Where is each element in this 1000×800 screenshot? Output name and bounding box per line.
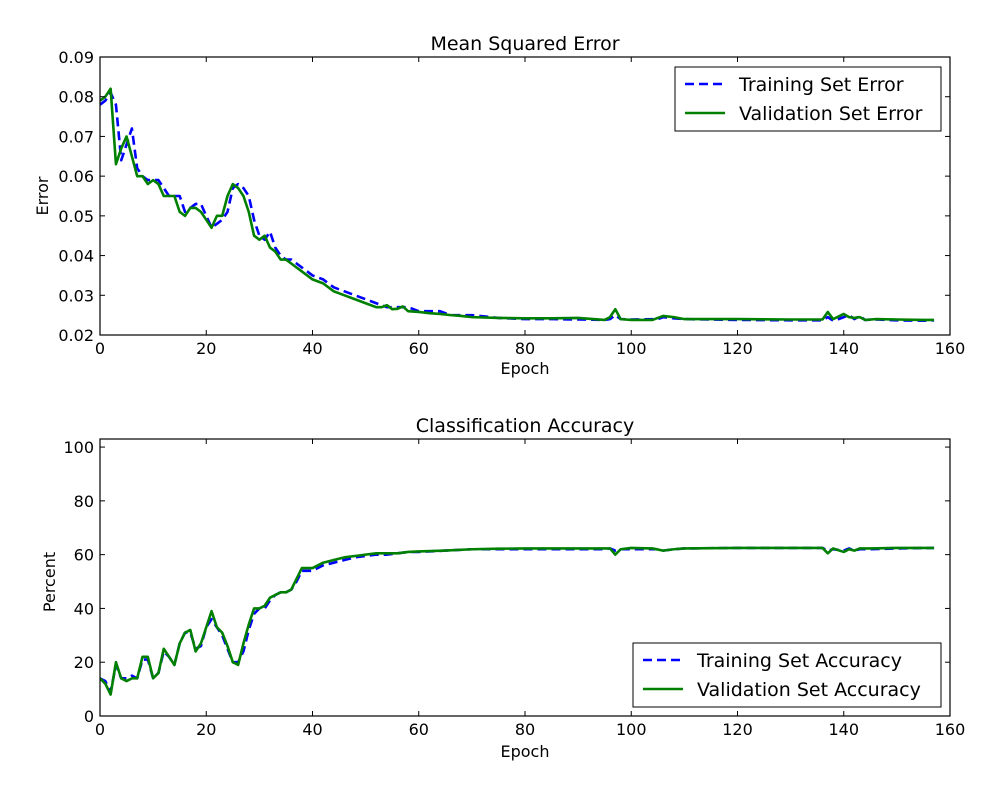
x-tick-label: 140 <box>828 339 859 358</box>
x-axis-label: Epoch <box>501 742 550 761</box>
accuracy-chart: Classification Accuracy Epoch Percent 0 2… <box>40 415 965 761</box>
x-tick-label: 0 <box>95 720 105 739</box>
y-tick-label: 20 <box>74 653 94 672</box>
plot-area: 0 20 40 60 80 100 120 140 160 0.02 0.03 0.04 0.05 0.0… <box>58 48 965 358</box>
chart-title: Classification Accuracy <box>416 415 635 437</box>
y-tick-label: 60 <box>74 546 94 565</box>
x-tick-label: 40 <box>302 720 322 739</box>
y-tick-label: 0.05 <box>58 207 94 226</box>
legend-label: Training Set Error <box>738 74 904 96</box>
y-tick-label: 100 <box>63 438 94 457</box>
validation-series-line <box>100 546 935 696</box>
y-tick-label: 0.03 <box>58 286 94 305</box>
legend-box <box>674 66 942 132</box>
y-tick-label: 0.04 <box>58 247 94 266</box>
x-tick-label: 120 <box>722 339 753 358</box>
x-tick-label: 60 <box>409 339 429 358</box>
x-tick-label: 20 <box>196 339 216 358</box>
legend: Training Set Error Validation Set Error <box>674 66 942 132</box>
y-tick-label: 0 <box>84 707 94 726</box>
x-tick-label: 20 <box>196 720 216 739</box>
x-tick-label: 160 <box>935 339 966 358</box>
x-tick-label: 0 <box>95 339 105 358</box>
validation-series-line <box>100 87 935 322</box>
y-tick-label: 0.07 <box>58 127 94 146</box>
x-tick-label: 80 <box>515 339 535 358</box>
legend-label: Training Set Accuracy <box>696 650 902 672</box>
plot-area: 0 20 40 60 80 100 120 140 160 0 20 40 60 80 100 Trainin… <box>63 438 965 739</box>
y-axis-label: Error <box>33 176 52 215</box>
training-series-line <box>100 91 935 322</box>
y-tick-label: 0.06 <box>58 167 94 186</box>
x-tick-label: 60 <box>409 720 429 739</box>
legend-label: Validation Set Error <box>739 103 923 125</box>
y-tick-label: 0.09 <box>58 48 94 67</box>
mse-chart: Mean Squared Error Epoch Error 0 20 40 60 80… <box>33 33 965 378</box>
x-tick-label: 140 <box>828 720 859 739</box>
x-tick-label: 120 <box>722 720 753 739</box>
chart-title: Mean Squared Error <box>430 33 619 55</box>
y-tick-label: 0.02 <box>58 326 94 345</box>
x-tick-label: 80 <box>515 720 535 739</box>
x-axis-label: Epoch <box>501 359 550 378</box>
legend-label: Validation Set Accuracy <box>697 679 921 701</box>
y-axis-label: Percent <box>40 552 59 612</box>
x-tick-label: 160 <box>935 720 966 739</box>
legend-box <box>632 642 942 708</box>
y-tick-label: 40 <box>74 599 94 618</box>
x-tick-label: 100 <box>616 339 647 358</box>
legend: Training Set Accuracy Validation Set Accu… <box>632 642 942 708</box>
y-tick-label: 80 <box>74 492 94 511</box>
x-tick-label: 100 <box>616 720 647 739</box>
x-tick-label: 40 <box>302 339 322 358</box>
y-tick-label: 0.08 <box>58 88 94 107</box>
